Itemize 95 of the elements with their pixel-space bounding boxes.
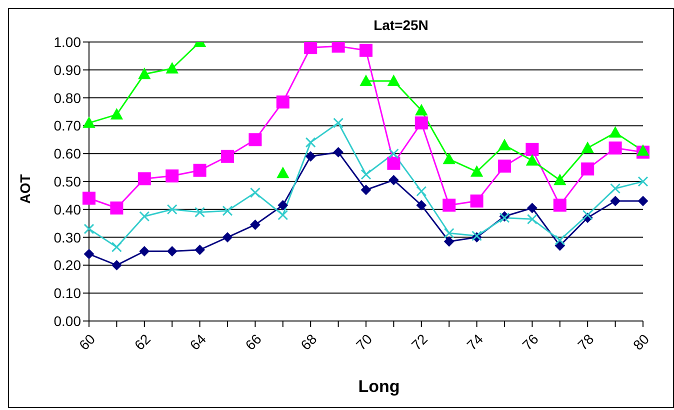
y-axis-title: AOT [17, 174, 33, 204]
point [388, 175, 399, 186]
point [526, 214, 538, 224]
point [193, 164, 206, 177]
point [582, 210, 593, 220]
point [138, 172, 151, 186]
x-tick-label: 68 [297, 330, 320, 354]
x-tick-label: 70 [352, 330, 376, 354]
y-tick-label: 0.80 [54, 90, 82, 106]
point [609, 126, 622, 138]
y-tick-label: 0.40 [54, 201, 82, 218]
point [166, 169, 179, 182]
point [554, 174, 566, 186]
point [84, 249, 94, 260]
point [166, 62, 178, 74]
point [112, 260, 122, 270]
point [222, 206, 233, 216]
point [276, 95, 290, 108]
point [221, 150, 234, 163]
point [581, 162, 594, 176]
point [278, 210, 288, 220]
point [306, 151, 316, 162]
y-tick-label: 0.70 [54, 118, 82, 134]
point [526, 154, 538, 166]
point [110, 202, 124, 215]
point [194, 206, 206, 218]
x-tick-label: 64 [186, 330, 210, 354]
point [111, 242, 122, 252]
point [333, 147, 344, 158]
point [582, 142, 594, 154]
point [554, 234, 566, 246]
point [167, 246, 178, 256]
point [388, 148, 399, 159]
y-tick-label: 0.20 [54, 257, 82, 274]
point [470, 166, 483, 177]
point [276, 167, 289, 178]
point [360, 75, 372, 86]
point [608, 142, 622, 155]
point [470, 194, 484, 208]
x-tick-label: 62 [131, 330, 154, 354]
y-tick-label: 0.90 [54, 62, 82, 78]
point [139, 246, 150, 256]
point [139, 211, 150, 222]
point [498, 139, 510, 150]
x-tick-label: 76 [519, 330, 542, 354]
point [304, 42, 318, 54]
point [442, 198, 456, 212]
point [250, 220, 260, 230]
y-tick-label: 0.10 [54, 285, 82, 302]
point [610, 196, 620, 206]
point [637, 144, 649, 156]
point [444, 236, 454, 246]
point [387, 156, 400, 170]
point [443, 153, 456, 164]
x-tick-label: 60 [76, 330, 98, 354]
point [361, 184, 371, 195]
point [638, 196, 648, 206]
point [84, 224, 94, 234]
x-tick-label: 74 [464, 330, 486, 354]
point [138, 68, 150, 80]
y-tick-label: 0.50 [54, 173, 82, 190]
x-tick-label: 80 [630, 330, 652, 354]
x-axis-title: Long [357, 377, 401, 397]
point [498, 160, 511, 173]
point [416, 186, 427, 197]
x-tick-label: 72 [408, 330, 431, 354]
x-tick-label: 66 [242, 330, 264, 354]
point [333, 118, 344, 128]
point [248, 133, 262, 146]
point [553, 198, 566, 212]
point [194, 244, 205, 255]
point [110, 108, 123, 120]
point [166, 204, 178, 215]
point [415, 104, 428, 116]
point [527, 203, 538, 214]
y-tick-label: 0.60 [54, 146, 82, 162]
chart-title: Lat=25N [372, 17, 430, 33]
point [278, 200, 288, 210]
x-tick-label: 78 [574, 330, 597, 354]
point [610, 183, 621, 194]
point [388, 75, 400, 86]
point [360, 44, 372, 57]
point [305, 137, 316, 148]
point [222, 232, 232, 242]
y-tick-label: 0.30 [54, 229, 82, 246]
y-tick-label: 1.00 [54, 34, 82, 50]
point [526, 142, 539, 156]
point [444, 228, 454, 238]
point [414, 116, 428, 130]
point [250, 187, 260, 198]
point [416, 200, 426, 210]
y-tick-label: 0.00 [54, 312, 82, 329]
point [360, 169, 372, 180]
point [638, 176, 648, 187]
point [82, 192, 96, 205]
